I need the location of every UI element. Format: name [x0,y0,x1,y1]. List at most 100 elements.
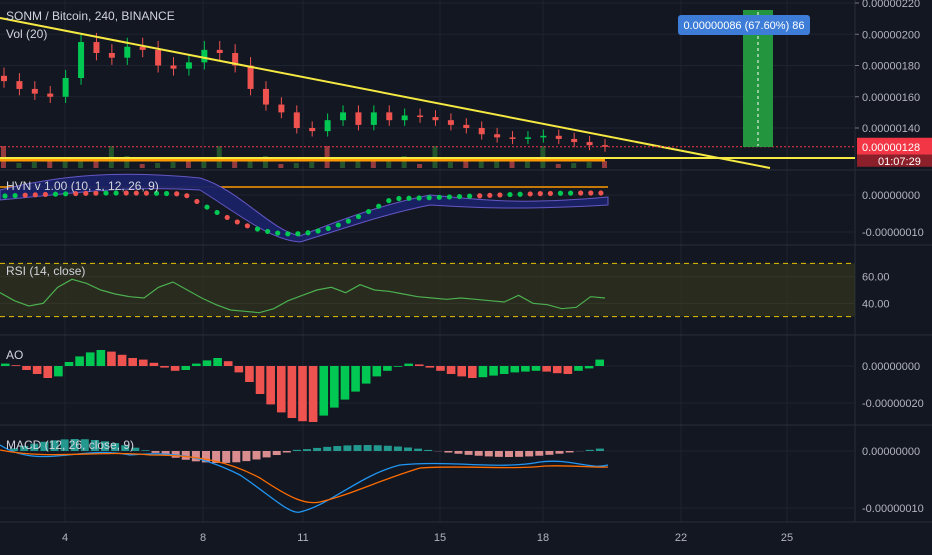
hvn-dot [528,191,533,196]
ao-bar [372,366,381,376]
y-tick-label: -0.00000020 [862,398,924,410]
candle-body [16,81,22,89]
y-tick-label: -0.00000010 [862,503,924,515]
ao-bar [319,366,328,416]
macd-hist-bar [283,451,291,452]
volume-bar [309,162,314,168]
ao-bar [500,366,509,374]
hvn-dot [316,228,321,233]
hvn-dot [437,195,442,200]
candle-body [186,62,192,68]
ao-label: AO [6,348,23,362]
x-tick-label: 8 [200,532,206,544]
candle-body [525,137,531,139]
ao-bar [181,366,190,370]
ao-bar [22,366,31,370]
hvn-label: HVN v 1.00 (10, 1, 12, 26, 9) [6,179,159,193]
candle-body [63,78,69,97]
hvn-dot [467,194,472,199]
macd-hist-bar [556,451,564,454]
ao-bar [256,366,265,394]
hvn-dot [2,193,7,198]
macd-hist-bar [596,449,604,451]
ao-bar [65,362,74,366]
hvn-dot [356,214,361,219]
volume-bar [32,162,37,168]
ao-bar [266,366,275,404]
macd-hist-bar [515,451,523,457]
volume-bar [140,164,145,168]
ao-bar [54,366,63,376]
x-tick-label: 25 [781,532,793,544]
ao-bar [383,366,392,371]
hvn-dot [204,204,209,209]
hvn-dot [427,195,432,200]
ao-bar [224,361,233,366]
ao-bar [330,366,339,408]
symbol-title: SONM / Bitcoin, 240, BINANCE [6,9,175,23]
ao-bar [426,366,435,368]
x-tick-label: 18 [537,532,549,544]
ao-bar [171,366,180,371]
hvn-dot [386,198,391,203]
candle-body [448,120,454,125]
macd-hist-bar [475,451,483,456]
volume-bar [602,161,607,168]
ao-bar [436,366,445,371]
hvn-dot [326,226,331,231]
ao-bar [33,366,42,374]
hvn-dot [265,229,270,234]
hvn-dot [558,191,563,196]
hvn-dot [548,191,553,196]
ao-bar [97,350,106,366]
y-tick-label: 0.00000220 [862,0,920,10]
hvn-dot [588,190,593,195]
x-tick-label: 11 [297,532,308,544]
ao-bar [213,358,222,366]
macd-hist-bar [384,446,392,451]
ao-bar [553,366,562,373]
volume-bar [448,162,453,168]
hvn-dot [366,209,371,214]
candle-body [432,117,438,120]
candles [1,33,608,152]
hvn-dot [194,199,199,204]
rsi-label: RSI (14, close) [6,264,85,278]
y-tick-label: 0.00000140 [862,123,920,135]
macd-hist-bar [152,451,160,453]
ao-bar [351,366,360,392]
ao-bar [139,360,148,366]
hvn-dot [507,192,512,197]
ao-bar [394,366,403,367]
hvn-dot [497,192,502,197]
ao-bar [510,366,519,372]
candle-body [402,116,408,121]
candle-body [263,89,269,105]
hvn-dot [285,231,290,236]
macd-hist-bar [394,447,402,451]
hvn-dot [245,223,250,228]
candle-body [294,112,300,128]
macd-hist-bar [414,449,422,451]
hvn-dot [487,193,492,198]
candle-body [248,66,254,89]
ao-bar [1,364,10,366]
ao-bar [564,366,573,374]
macd-hist-bar [566,451,574,452]
macd-hist-bar [293,450,301,451]
candle-body [278,105,284,113]
macd-hist-bar [485,451,493,456]
macd-hist-bar [364,445,372,451]
y-tick-label: -0.00000010 [862,227,924,239]
volume-label: Vol (20) [6,27,47,41]
candle-body [32,89,38,94]
y-tick-label: 0.00000000 [862,446,920,458]
hvn-dot [235,219,240,224]
macd-hist-bar [545,451,553,455]
macd-hist-bar [535,451,543,456]
hvn-dot [396,196,401,201]
volume-bar [278,164,283,168]
